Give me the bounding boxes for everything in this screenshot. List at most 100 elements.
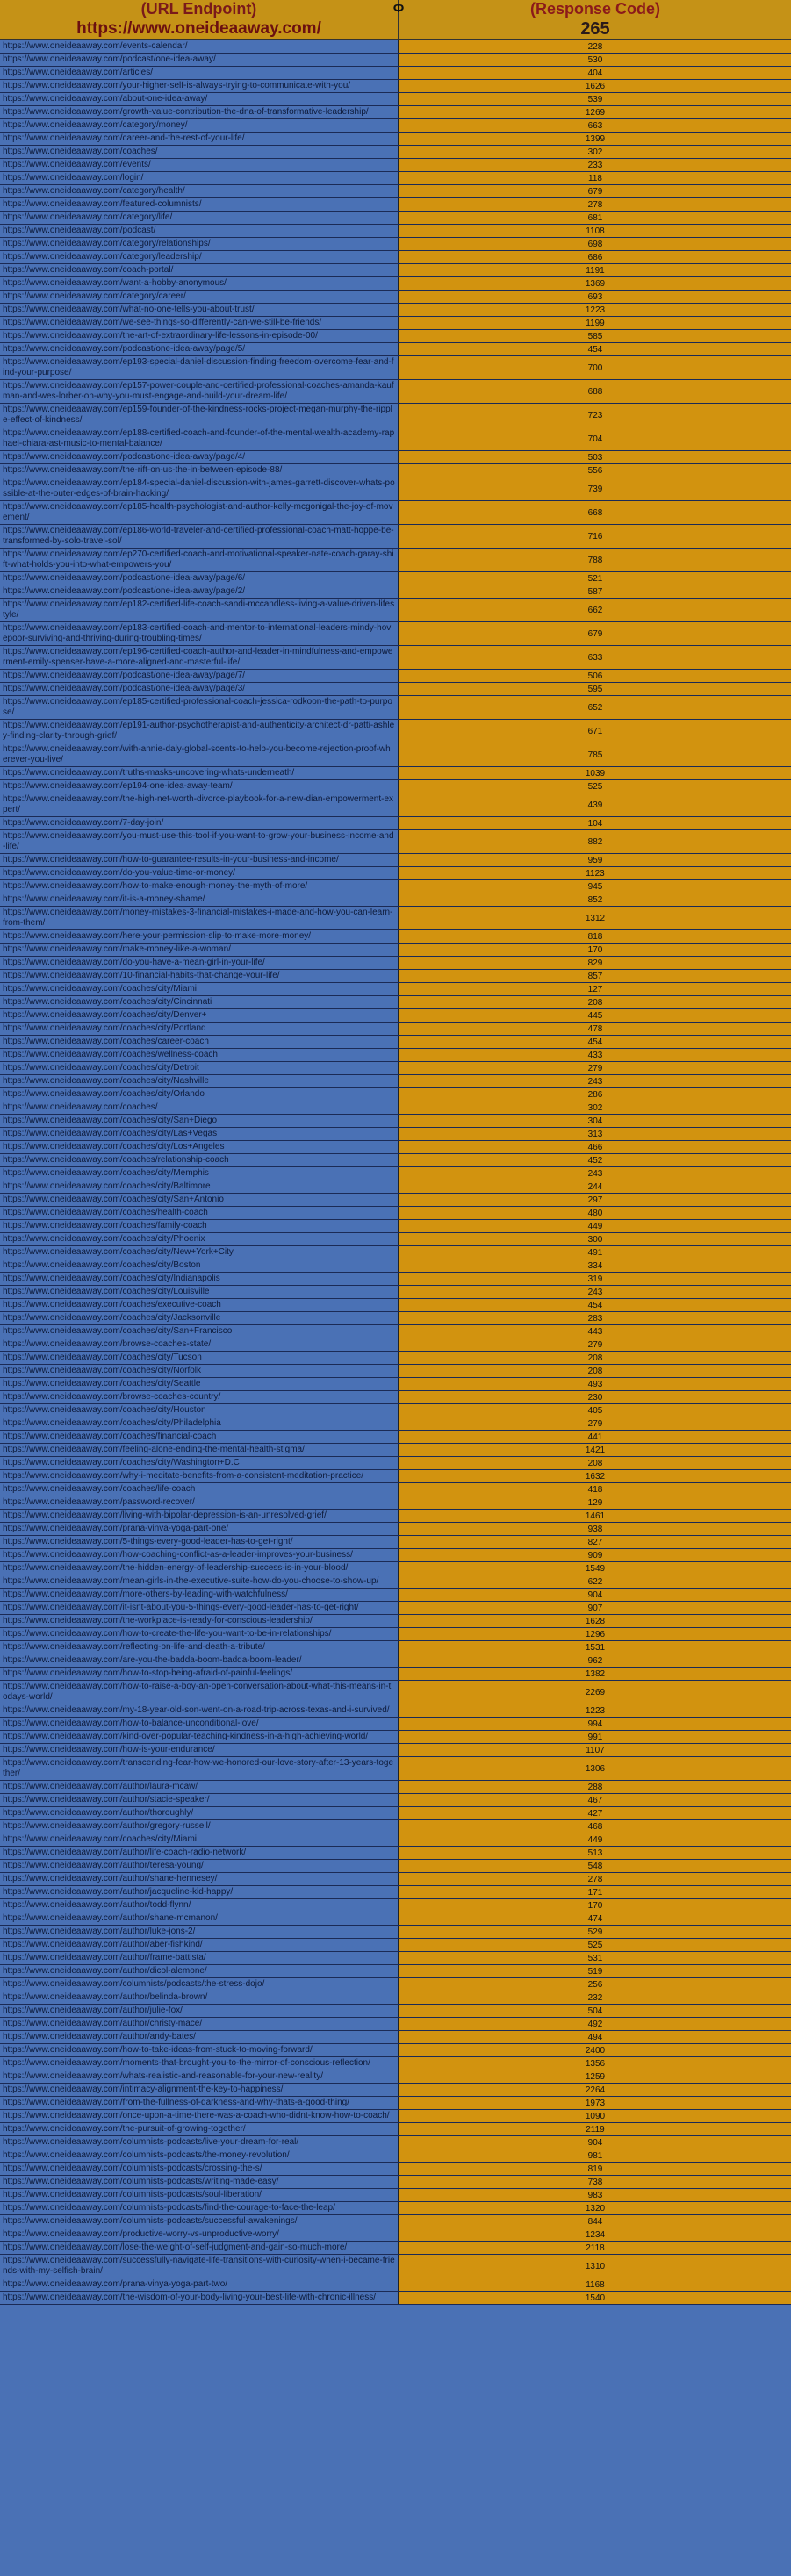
url-cell[interactable]: https://www.oneideaaway.com/coaches/city… <box>0 1365 399 1377</box>
url-cell[interactable]: https://www.oneideaaway.com/columnists-p… <box>0 2163 399 2175</box>
url-cell[interactable]: https://www.oneideaaway.com/author/andy-… <box>0 2031 399 2043</box>
url-cell[interactable]: https://www.oneideaaway.com/coaches/city… <box>0 1352 399 1364</box>
url-cell[interactable]: https://www.oneideaaway.com/ep196-certif… <box>0 646 399 669</box>
url-cell[interactable]: https://www.oneideaaway.com/category/lea… <box>0 251 399 263</box>
url-cell[interactable]: https://www.oneideaaway.com/coaches/city… <box>0 1194 399 1206</box>
url-cell[interactable]: https://www.oneideaaway.com/coach-portal… <box>0 264 399 276</box>
url-cell[interactable]: https://www.oneideaaway.com/10-financial… <box>0 970 399 982</box>
url-cell[interactable]: https://www.oneideaaway.com/author/todd-… <box>0 1899 399 1912</box>
url-cell[interactable]: https://www.oneideaaway.com/coaches/city… <box>0 1457 399 1469</box>
url-cell[interactable]: https://www.oneideaaway.com/why-i-medita… <box>0 1470 399 1482</box>
url-cell[interactable]: https://www.oneideaaway.com/coaches/well… <box>0 1049 399 1061</box>
url-cell[interactable]: https://www.oneideaaway.com/coaches/exec… <box>0 1299 399 1311</box>
url-cell[interactable]: https://www.oneideaaway.com/the-rift-on-… <box>0 464 399 477</box>
url-cell[interactable]: https://www.oneideaaway.com/browse-coach… <box>0 1338 399 1351</box>
url-cell[interactable]: https://www.oneideaaway.com/ep186-world-… <box>0 525 399 548</box>
url-cell[interactable]: https://www.oneideaaway.com/articles/ <box>0 67 399 79</box>
url-cell[interactable]: https://www.oneideaaway.com/once-upon-a-… <box>0 2110 399 2122</box>
url-cell[interactable]: https://www.oneideaaway.com/how-to-guara… <box>0 854 399 866</box>
url-cell[interactable]: https://www.oneideaaway.com/columnists-p… <box>0 2202 399 2214</box>
url-cell[interactable]: https://www.oneideaaway.com/podcast/one-… <box>0 54 399 66</box>
url-cell[interactable]: https://www.oneideaaway.com/what-no-one-… <box>0 304 399 316</box>
url-cell[interactable]: https://www.oneideaaway.com/columnists-p… <box>0 2189 399 2201</box>
url-cell[interactable]: https://www.oneideaaway.com/coaches/city… <box>0 1312 399 1324</box>
url-cell[interactable]: https://www.oneideaaway.com/how-is-your-… <box>0 1744 399 1756</box>
url-cell[interactable]: https://www.oneideaaway.com/the-pursuit-… <box>0 2123 399 2135</box>
url-cell[interactable]: https://www.oneideaaway.com/coaches/city… <box>0 983 399 995</box>
url-cell[interactable]: https://www.oneideaaway.com/ep194-one-id… <box>0 780 399 793</box>
url-cell[interactable]: https://www.oneideaaway.com/my-18-year-o… <box>0 1704 399 1717</box>
url-cell[interactable]: https://www.oneideaaway.com/coaches/city… <box>0 1417 399 1430</box>
url-cell[interactable]: https://www.oneideaaway.com/do-you-value… <box>0 867 399 879</box>
url-cell[interactable]: https://www.oneideaaway.com/how-to-balan… <box>0 1718 399 1730</box>
url-cell[interactable]: https://www.oneideaaway.com/featured-col… <box>0 198 399 211</box>
url-cell[interactable]: https://www.oneideaaway.com/coaches/city… <box>0 1009 399 1022</box>
url-cell[interactable]: https://www.oneideaaway.com/coaches/heal… <box>0 1207 399 1219</box>
url-cell[interactable]: https://www.oneideaaway.com/living-with-… <box>0 1510 399 1522</box>
url-cell[interactable]: https://www.oneideaaway.com/about-one-id… <box>0 93 399 105</box>
url-cell[interactable]: https://www.oneideaaway.com/podcast/one-… <box>0 683 399 695</box>
url-cell[interactable]: https://www.oneideaaway.com/more-others-… <box>0 1589 399 1601</box>
url-cell[interactable]: https://www.oneideaaway.com/do-you-have-… <box>0 957 399 969</box>
url-cell[interactable]: https://www.oneideaaway.com/coaches/city… <box>0 1180 399 1193</box>
url-cell[interactable]: https://www.oneideaaway.com/category/mon… <box>0 119 399 132</box>
url-cell[interactable]: https://www.oneideaaway.com/coaches/city… <box>0 1128 399 1140</box>
url-cell[interactable]: https://www.oneideaaway.com/coaches/city… <box>0 1023 399 1035</box>
url-cell[interactable]: https://www.oneideaaway.com/author/jacqu… <box>0 1886 399 1898</box>
url-cell[interactable]: https://www.oneideaaway.com/make-money-l… <box>0 944 399 956</box>
url-cell[interactable]: https://www.oneideaaway.com/coaches/city… <box>0 996 399 1008</box>
url-cell[interactable]: https://www.oneideaaway.com/author/teres… <box>0 1860 399 1872</box>
url-cell[interactable]: https://www.oneideaaway.com/intimacy-ali… <box>0 2084 399 2096</box>
url-cell[interactable]: https://www.oneideaaway.com/truths-masks… <box>0 767 399 779</box>
url-cell[interactable]: https://www.oneideaaway.com/we-see-thing… <box>0 317 399 329</box>
url-cell[interactable]: https://www.oneideaaway.com/are-you-the-… <box>0 1654 399 1667</box>
url-cell[interactable]: https://www.oneideaaway.com/whats-realis… <box>0 2070 399 2083</box>
url-cell[interactable]: https://www.oneideaaway.com/author/staci… <box>0 1794 399 1806</box>
url-cell[interactable]: https://www.oneideaaway.com/successfully… <box>0 2255 399 2278</box>
url-cell[interactable]: https://www.oneideaaway.com/author/life-… <box>0 1847 399 1859</box>
url-cell[interactable]: https://www.oneideaaway.com/7-day-join/ <box>0 817 399 829</box>
url-cell[interactable]: https://www.oneideaaway.com/columnists-p… <box>0 2136 399 2149</box>
url-cell[interactable]: https://www.oneideaaway.com/author/frame… <box>0 1952 399 1964</box>
url-cell[interactable]: https://www.oneideaaway.com/ep184-specia… <box>0 477 399 500</box>
url-cell[interactable]: https://www.oneideaaway.com/ep159-founde… <box>0 404 399 427</box>
url-cell[interactable]: https://www.oneideaaway.com/it-isnt-abou… <box>0 1602 399 1614</box>
url-cell[interactable]: https://www.oneideaaway.com/growth-value… <box>0 106 399 118</box>
url-cell[interactable]: https://www.oneideaaway.com/podcast/one-… <box>0 343 399 355</box>
url-cell[interactable]: https://www.oneideaaway.com/ep183-certif… <box>0 622 399 645</box>
url-cell[interactable]: https://www.oneideaaway.com/coaches/city… <box>0 1167 399 1180</box>
url-cell[interactable]: https://www.oneideaaway.com/coaches/city… <box>0 1233 399 1245</box>
url-cell[interactable]: https://www.oneideaaway.com/ep193-specia… <box>0 356 399 379</box>
url-cell[interactable]: https://www.oneideaaway.com/how-to-take-… <box>0 2044 399 2056</box>
url-cell[interactable]: https://www.oneideaaway.com/the-workplac… <box>0 1615 399 1627</box>
url-cell[interactable]: https://www.oneideaaway.com/kind-over-po… <box>0 1731 399 1743</box>
url-cell[interactable]: https://www.oneideaaway.com/author/shane… <box>0 1873 399 1885</box>
url-cell[interactable]: https://www.oneideaaway.com/feeling-alon… <box>0 1444 399 1456</box>
url-cell[interactable]: https://www.oneideaaway.com/5-things-eve… <box>0 1536 399 1548</box>
url-cell[interactable]: https://www.oneideaaway.com/with-annie-d… <box>0 743 399 766</box>
url-cell[interactable]: https://www.oneideaaway.com/coaches/city… <box>0 1325 399 1338</box>
url-cell[interactable]: https://www.oneideaaway.com/career-and-t… <box>0 133 399 145</box>
url-cell[interactable]: https://www.oneideaaway.com/author/julie… <box>0 2005 399 2017</box>
url-cell[interactable]: https://www.oneideaaway.com/want-a-hobby… <box>0 277 399 290</box>
url-cell[interactable]: https://www.oneideaaway.com/coaches/city… <box>0 1075 399 1087</box>
url-cell[interactable]: https://www.oneideaaway.com/author/shane… <box>0 1912 399 1925</box>
url-cell[interactable]: https://www.oneideaaway.com/from-the-ful… <box>0 2097 399 2109</box>
url-cell[interactable]: https://www.oneideaaway.com/how-to-raise… <box>0 1681 399 1704</box>
url-cell[interactable]: https://www.oneideaaway.com/columnists-p… <box>0 2176 399 2188</box>
url-cell[interactable]: https://www.oneideaaway.com/reflecting-o… <box>0 1641 399 1654</box>
url-cell[interactable]: https://www.oneideaaway.com/coaches/rela… <box>0 1154 399 1166</box>
url-cell[interactable]: https://www.oneideaaway.com/ep185-health… <box>0 501 399 524</box>
url-cell[interactable]: https://www.oneideaaway.com/coaches/city… <box>0 1246 399 1259</box>
url-cell[interactable]: https://www.oneideaaway.com/coaches/city… <box>0 1286 399 1298</box>
url-cell[interactable]: https://www.oneideaaway.com/coaches/city… <box>0 1378 399 1390</box>
url-cell[interactable]: https://www.oneideaaway.com/podcast/one-… <box>0 670 399 682</box>
url-cell[interactable]: https://www.oneideaaway.com/coaches/fina… <box>0 1431 399 1443</box>
url-cell[interactable]: https://www.oneideaaway.com/you-must-use… <box>0 830 399 853</box>
url-cell[interactable]: https://www.oneideaaway.com/coaches/city… <box>0 1273 399 1285</box>
url-cell[interactable]: https://www.oneideaaway.com/it-is-a-mone… <box>0 893 399 906</box>
url-cell[interactable]: https://www.oneideaaway.com/author/laura… <box>0 1781 399 1793</box>
url-cell[interactable]: https://www.oneideaaway.com/author/dicol… <box>0 1965 399 1977</box>
url-cell[interactable]: https://www.oneideaaway.com/coaches/care… <box>0 1036 399 1048</box>
url-cell[interactable]: https://www.oneideaaway.com/category/car… <box>0 291 399 303</box>
